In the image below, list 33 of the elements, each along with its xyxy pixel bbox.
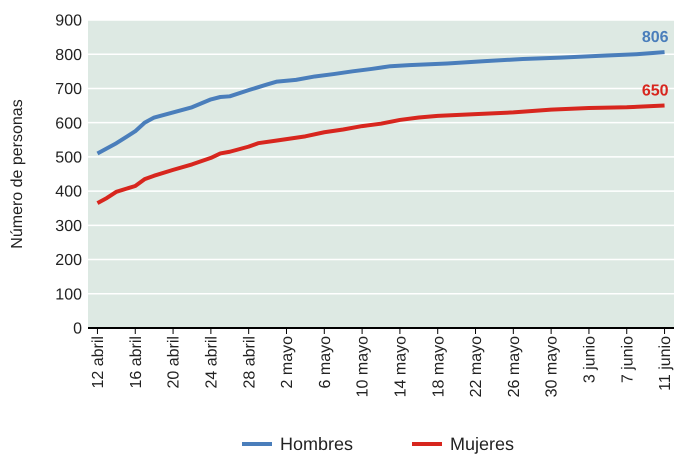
y-tick-label: 800 (55, 46, 82, 64)
x-tick-label: 7 junio (619, 336, 636, 384)
x-tick-label: 6 mayo (316, 336, 334, 388)
x-tick-label: 18 mayo (430, 336, 448, 398)
x-tick-label: 30 mayo (544, 336, 561, 398)
y-tick-label: 900 (55, 12, 82, 30)
y-tick-label: 100 (55, 286, 82, 304)
x-tick-label: 2 mayo (279, 336, 296, 388)
y-tick-label: 500 (55, 149, 82, 166)
y-axis-title: Número de personas (9, 99, 26, 249)
y-tick-label: 700 (55, 81, 82, 98)
y-tick-label: 200 (55, 252, 82, 270)
x-tick-label: 12 abril (90, 336, 108, 388)
legend-label: Hombres (280, 434, 354, 454)
y-tick-label: 400 (55, 184, 82, 201)
x-tick-label: 28 abril (241, 336, 258, 388)
y-tick-label: 300 (55, 218, 82, 235)
x-tick-label: 3 junio (582, 336, 599, 384)
x-tick-label: 11 junio (657, 336, 674, 391)
y-tick-label: 0 (73, 320, 82, 338)
x-tick-label: 14 mayo (392, 336, 410, 398)
legend-label: Mujeres (450, 434, 514, 454)
x-tick-label: 10 mayo (354, 336, 372, 398)
annotation: 650 (642, 82, 669, 100)
x-tick-label: 20 abril (166, 336, 183, 388)
x-tick-label: 26 mayo (506, 336, 523, 398)
y-tick-label: 600 (55, 115, 82, 132)
line-series (95, 50, 667, 156)
line-series (95, 104, 667, 206)
x-tick-label: 24 abril (203, 336, 220, 388)
annotation: 806 (642, 29, 669, 46)
x-tick-label: 16 abril (128, 336, 145, 388)
x-tick-label: 22 mayo (468, 336, 486, 398)
